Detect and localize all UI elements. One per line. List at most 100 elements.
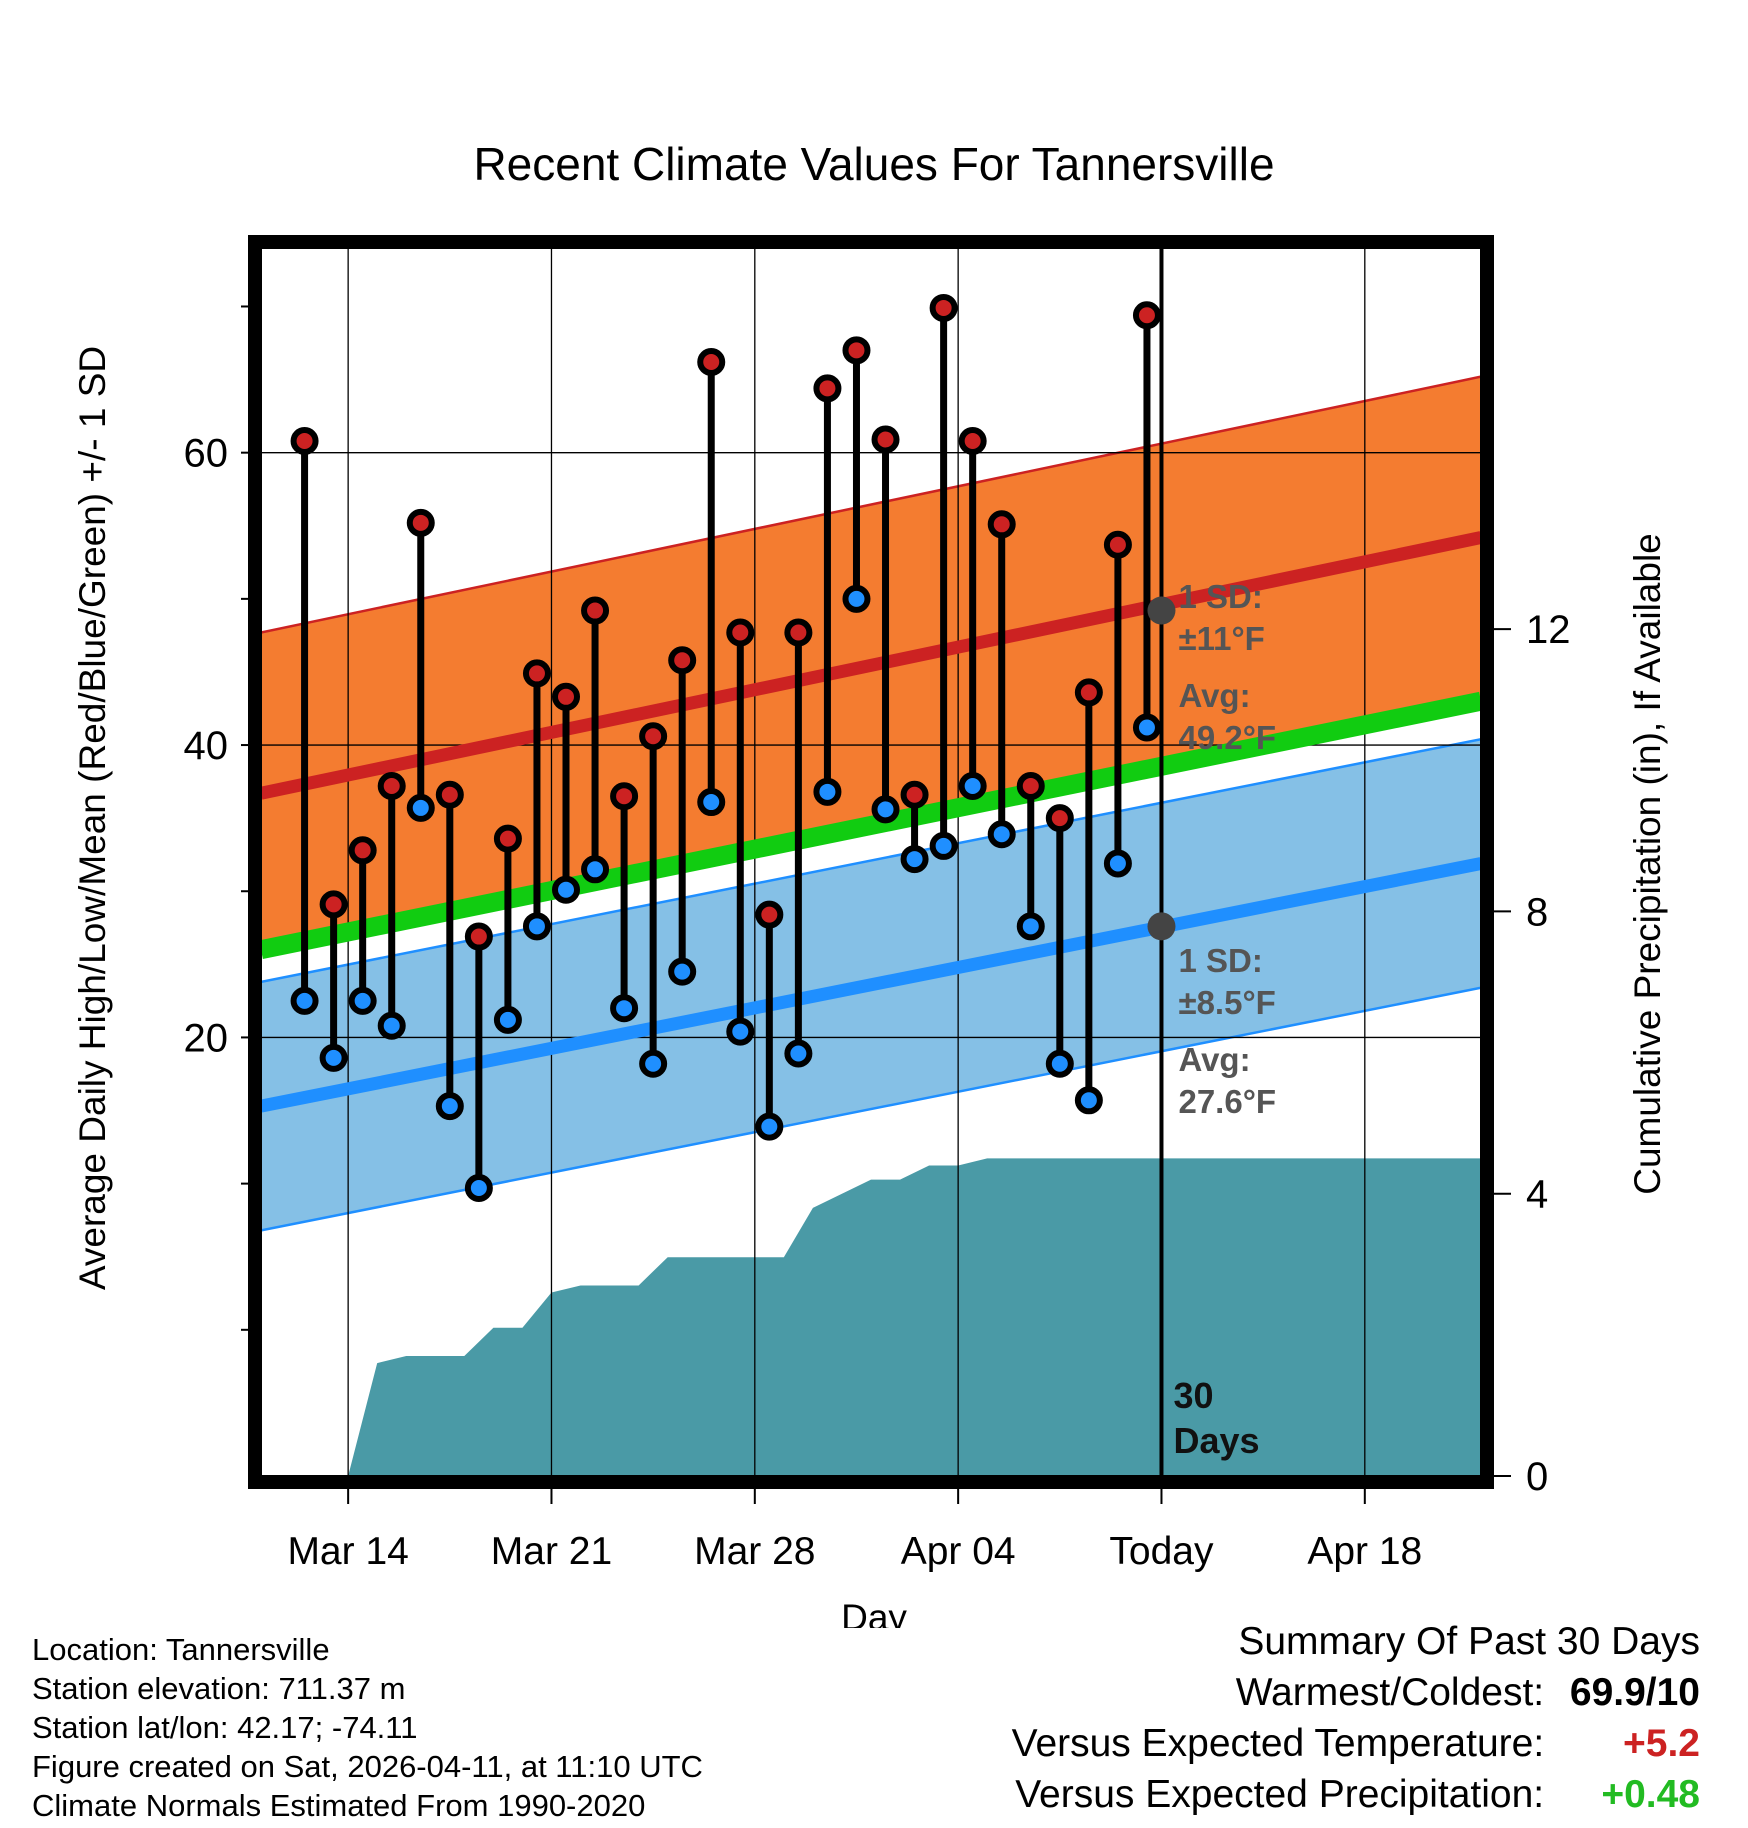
high-avg-value: 49.2°F [1178,719,1276,756]
daily-high-point [435,780,464,809]
temp-anomaly-row: Versus Expected Temperature: +5.2 [1012,1718,1700,1769]
daily-low-point [290,986,319,1015]
x-tick-label: Apr 18 [1307,1530,1422,1573]
warmest-coldest-row: Warmest/Coldest: 69.9/10 [1012,1667,1700,1718]
daily-high-point [464,922,493,951]
daily-low-point [784,1039,813,1068]
daily-low-point [639,1049,668,1078]
daily-low-point [1016,912,1045,941]
temp-anomaly-label: Versus Expected Temperature: [1011,1722,1545,1765]
daily-low-point [1132,713,1161,742]
normals-line: Climate Normals Estimated From 1990-2020 [32,1788,646,1823]
precip-anomaly-value: +0.48 [1601,1773,1700,1816]
x-tick-label: Mar 14 [287,1530,408,1573]
y-tick-label: 40 [184,724,229,768]
x-tick-label: Mar 28 [694,1530,815,1573]
daily-low-point [377,1011,406,1040]
daily-low-point [755,1112,784,1141]
daily-low-point [842,584,871,613]
daily-low-point [581,855,610,884]
daily-high-point [929,293,958,322]
y2-tick-label: 8 [1526,890,1548,934]
daily-high-point [348,836,377,865]
precip-anomaly-row: Versus Expected Precipitation: +0.48 [1012,1769,1700,1820]
daily-low-point [726,1017,755,1046]
daily-low-point [1103,849,1132,878]
low-sd-value: ±8.5°F [1178,984,1275,1021]
normal-low-avg-line [261,857,1481,1113]
x-tick-label: Apr 04 [901,1530,1016,1573]
daily-low-point [900,845,929,874]
elevation-line: Station elevation: 711.37 m [32,1671,406,1706]
daily-high-point [813,374,842,403]
daily-high-point [522,659,551,688]
x-tick-label: Mar 21 [491,1530,612,1573]
location-line: Location: Tannersville [32,1632,330,1667]
high-avg-label: Avg: [1178,677,1250,714]
temp-anomaly-value: +5.2 [1623,1722,1700,1765]
y2-axis-label: Cumulative Precipitation (in), If Availa… [1627,533,1668,1195]
y2-tick-label: 4 [1526,1173,1548,1217]
daily-high-point [581,596,610,625]
y-axis-label: Average Daily High/Low/Mean (Red/Blue/Gr… [72,346,113,1290]
climate-chart: Recent Climate Values For Tannersville A… [72,138,1668,1628]
daily-low-point [610,994,639,1023]
daily-high-point [1132,301,1161,330]
daily-high-point [726,618,755,647]
daily-low-point [697,788,726,817]
daily-low-point [987,820,1016,849]
daily-low-point [319,1043,348,1072]
lat-lon-line: Station lat/lon: 42.17; -74.11 [32,1710,418,1745]
daily-low-point [522,912,551,941]
today-low-avg-marker [1147,912,1176,941]
summary-panel: Summary Of Past 30 Days Warmest/Coldest:… [1012,1616,1700,1820]
daily-low-point [958,771,987,800]
daily-high-point [1074,678,1103,707]
normal-high-avg-line [261,531,1481,800]
precip-anomaly-label: Versus Expected Precipitation: [1015,1773,1545,1816]
daily-high-point [697,348,726,377]
daily-low-point [552,875,580,904]
daily-high-point [1016,771,1045,800]
daily-low-point [464,1174,493,1203]
plot-content [261,248,1481,1476]
station-info: Location: Tannersville Station elevation… [32,1630,703,1825]
high-sd-upper-line [261,375,1481,634]
window-days-label: Days [1173,1420,1259,1461]
daily-high-point [377,771,406,800]
daily-high-point [1103,530,1132,559]
y-tick-label: 60 [184,432,229,476]
daily-high-point [987,510,1016,539]
daily-high-point [900,780,929,809]
daily-low-point [435,1092,464,1121]
daily-high-point [406,508,435,537]
window-days-number: 30 [1173,1375,1213,1416]
summary-title: Summary Of Past 30 Days [1238,1620,1700,1663]
daily-low-point [871,795,900,824]
daily-high-point [871,425,900,454]
daily-high-point [1045,804,1074,833]
normal-mean-line [261,691,1481,960]
daily-high-point [784,618,813,647]
plot-area: 1 SD: ±11°F Avg: 49.2°F 1 SD: ±8.5°F Avg: 27.6°… [184,235,1571,1573]
daily-high-point [610,782,639,811]
low-avg-value: 27.6°F [1178,1083,1276,1120]
daily-high-point [958,426,987,455]
daily-low-point [406,793,435,822]
low-sd-upper-line [261,737,1481,984]
daily-high-point [668,646,697,675]
x-axis-label: Day [841,1597,907,1628]
daily-high-point [639,722,668,751]
daily-high-point [290,426,319,455]
daily-low-point [493,1005,522,1034]
daily-low-point [1045,1049,1074,1078]
today-high-avg-marker [1147,596,1176,625]
daily-low-point [348,986,377,1015]
low-sd-lower-line [261,986,1481,1232]
created-line: Figure created on Sat, 2026-04-11, at 11… [32,1749,703,1784]
precipitation-area [348,1158,1481,1476]
daily-low-point [813,777,842,806]
high-sd-value: ±11°F [1178,620,1264,657]
daily-high-point [552,682,580,711]
daily-high-point [493,824,522,853]
